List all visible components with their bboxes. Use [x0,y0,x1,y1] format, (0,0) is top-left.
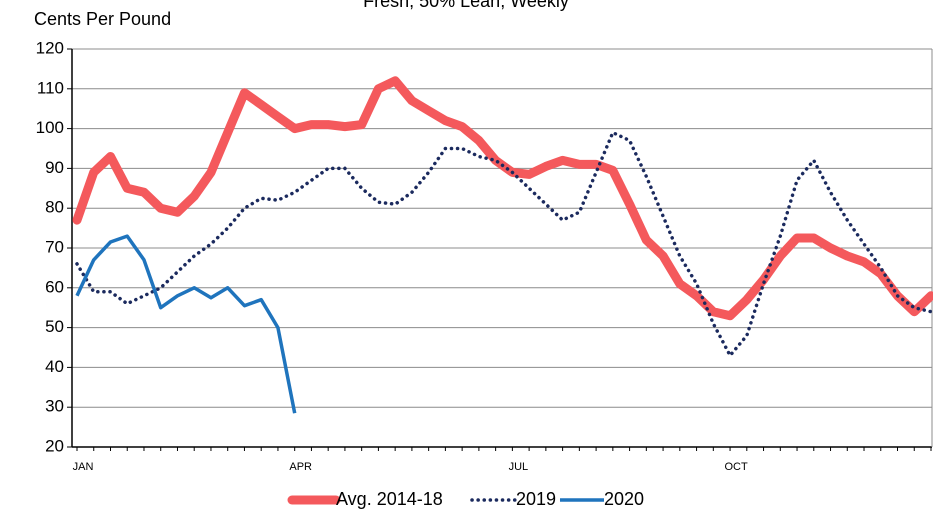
x-tick-label: JAN [73,461,94,473]
legend-label: 2020 [604,489,644,509]
y-tick-label: 80 [45,198,64,217]
y-tick-label: 100 [36,118,64,137]
y-tick-label: 30 [45,397,64,416]
y-tick-label: 60 [45,277,64,296]
x-tick-label: APR [289,461,312,473]
legend-label: Avg. 2014-18 [336,489,443,509]
x-tick-label: JUL [509,461,529,473]
chart-title: Fresh, 50% Lean, Weekly [363,0,569,11]
y-tick-label: 90 [45,158,64,177]
series-line [75,234,297,414]
series-line [75,130,933,358]
y-tick-label: 20 [45,436,64,455]
y-tick-label: 120 [36,38,64,57]
y-tick-label: 40 [45,357,64,376]
y-tick-label: 50 [45,317,64,336]
series-line [72,76,933,321]
x-tick-label: OCT [724,461,748,473]
legend-label: 2019 [516,489,556,509]
y-tick-label: 110 [37,78,64,97]
y-tick-label: 70 [45,237,64,256]
y-axis-label: Cents Per Pound [34,9,171,29]
